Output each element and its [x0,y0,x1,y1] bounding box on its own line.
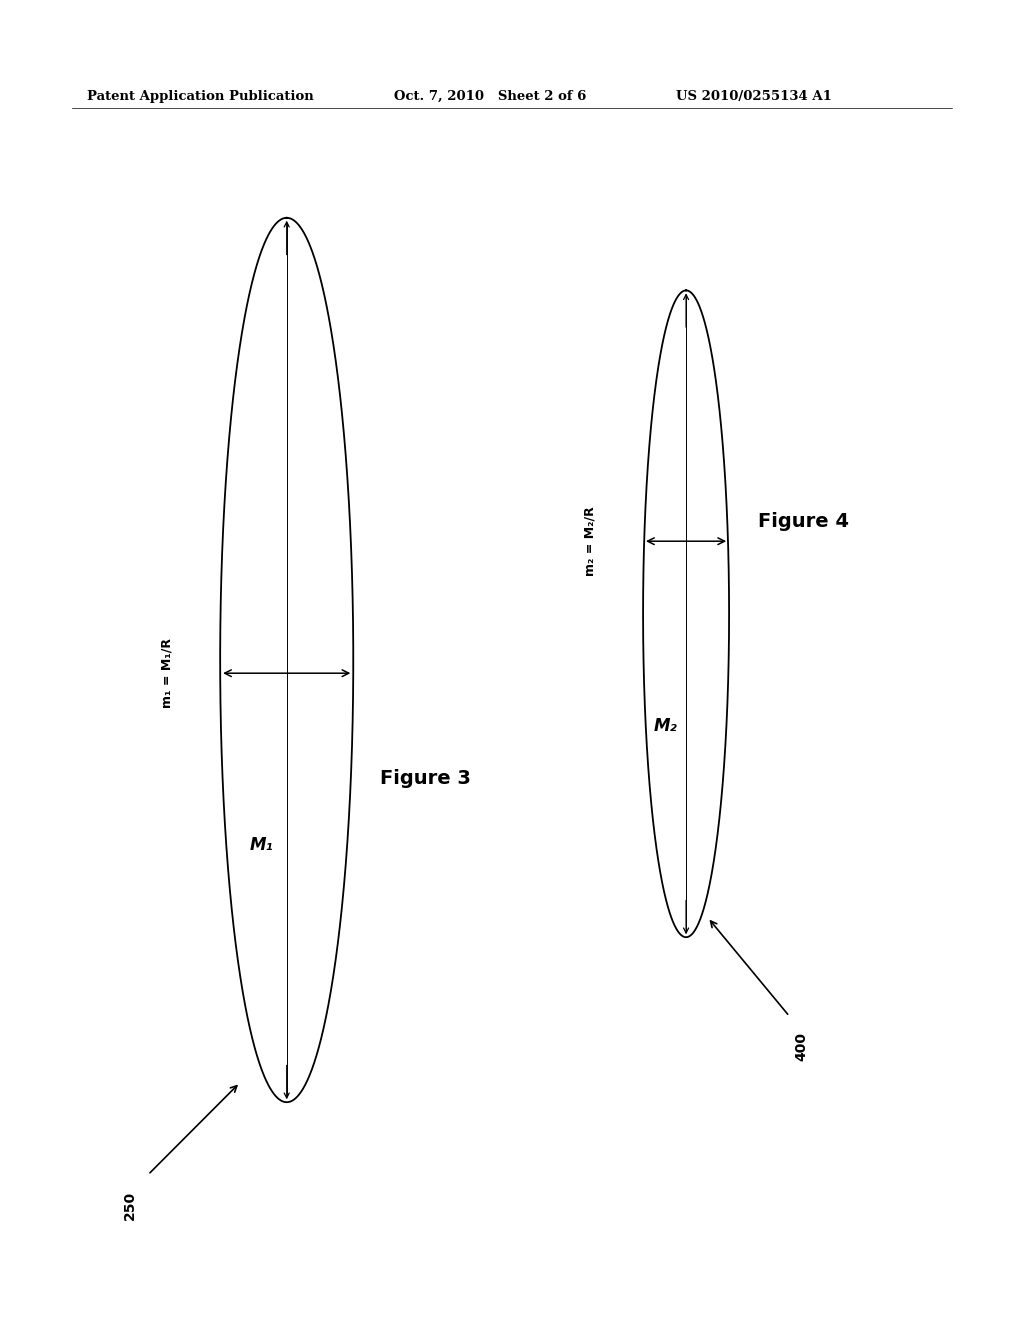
Text: Oct. 7, 2010   Sheet 2 of 6: Oct. 7, 2010 Sheet 2 of 6 [394,90,587,103]
Text: Figure 3: Figure 3 [380,770,470,788]
Text: Patent Application Publication: Patent Application Publication [87,90,313,103]
Text: US 2010/0255134 A1: US 2010/0255134 A1 [676,90,831,103]
Text: m₂ = M₂/R: m₂ = M₂/R [584,507,596,576]
Text: M₂: M₂ [653,717,678,735]
Text: Figure 4: Figure 4 [759,512,849,531]
Text: 400: 400 [795,1032,809,1061]
Text: m₁ = M₁/R: m₁ = M₁/R [161,638,173,709]
Text: M₁: M₁ [249,836,273,854]
Text: 250: 250 [123,1191,136,1220]
